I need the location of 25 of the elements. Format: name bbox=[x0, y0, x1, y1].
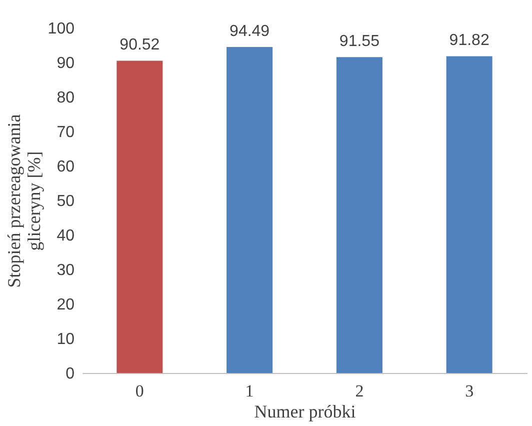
y-tick-label: 100 bbox=[48, 20, 75, 38]
bar bbox=[336, 57, 382, 373]
data-label: 91.55 bbox=[339, 33, 380, 50]
y-tick-label: 20 bbox=[56, 296, 75, 314]
data-label: 90.52 bbox=[120, 36, 160, 54]
x-tick-label: 2 bbox=[355, 382, 364, 400]
bar bbox=[116, 60, 163, 373]
x-tick-label: 0 bbox=[135, 382, 144, 400]
bar bbox=[446, 56, 492, 373]
bar bbox=[226, 47, 273, 373]
y-tick-label: 0 bbox=[66, 366, 75, 382]
y-tick-label: 30 bbox=[56, 262, 75, 279]
data-label: 94.49 bbox=[230, 23, 270, 40]
y-tick-label: 40 bbox=[56, 228, 75, 244]
y-tick-label: 80 bbox=[56, 90, 75, 106]
x-axis-title: Numer próbki bbox=[254, 402, 356, 422]
y-tick-label: 90 bbox=[56, 55, 75, 72]
y-tick-label: 10 bbox=[56, 331, 75, 348]
y-tick-label: 70 bbox=[56, 124, 75, 141]
x-tick-label: 3 bbox=[465, 382, 474, 400]
y-tick-label: 50 bbox=[56, 193, 75, 210]
y-axis-title: Stopień przereagowania gliceryny [%] bbox=[4, 114, 44, 288]
data-label: 91.82 bbox=[449, 32, 490, 50]
x-tick-label: 1 bbox=[245, 382, 254, 400]
y-tick-label: 60 bbox=[56, 158, 75, 176]
